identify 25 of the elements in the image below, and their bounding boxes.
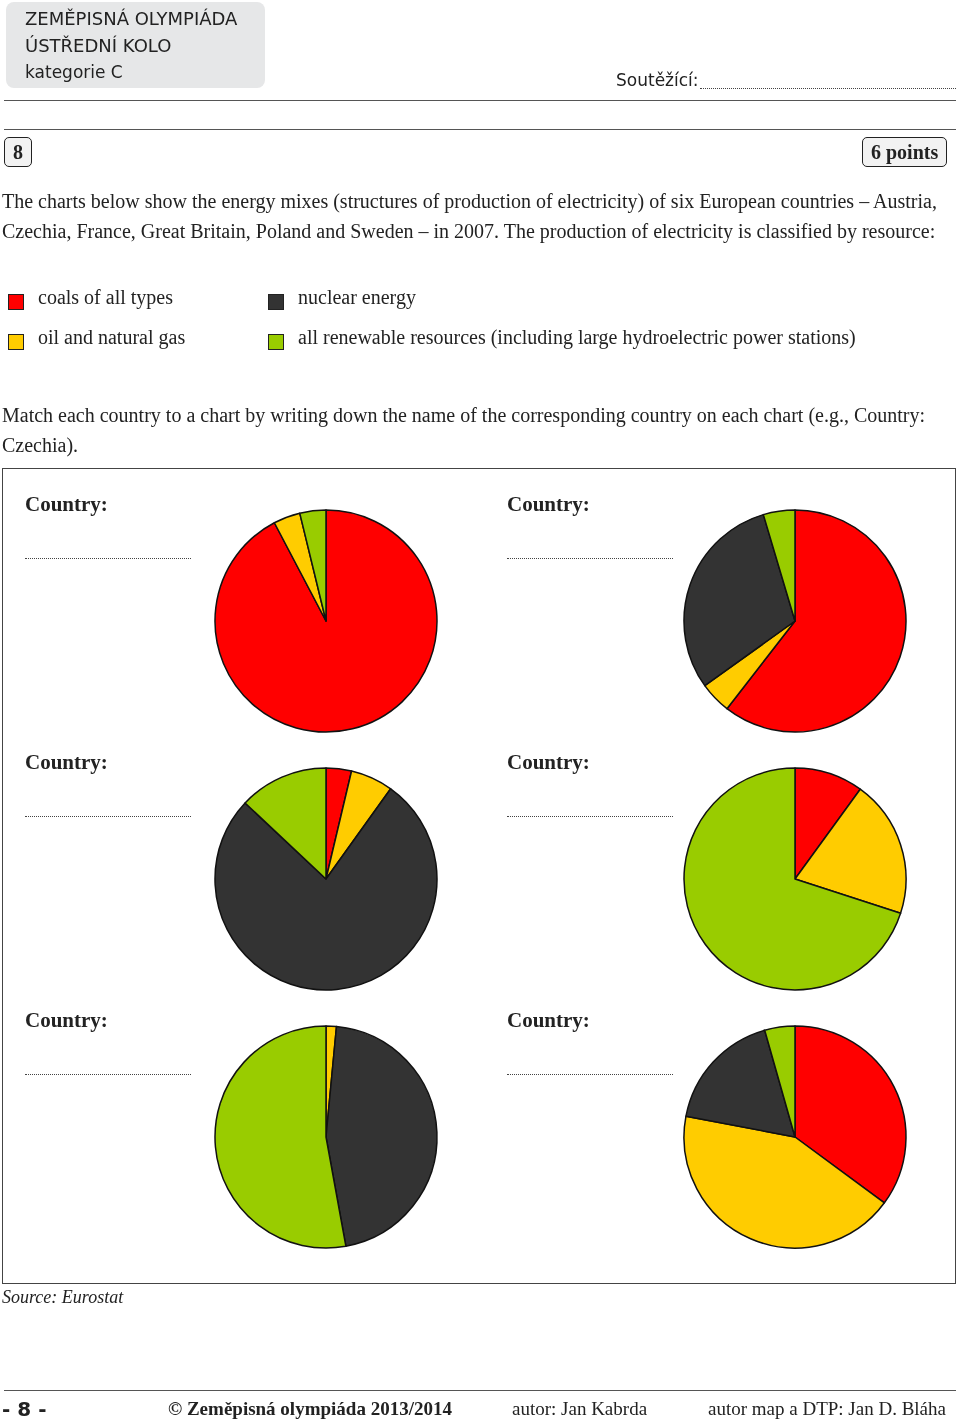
- chart-title: Country:: [25, 1008, 108, 1033]
- legend-label: coals of all types: [38, 286, 173, 309]
- pie-slice: [273, 512, 327, 622]
- text: 6 points: [862, 137, 948, 167]
- text: Soutěžící:: [616, 70, 699, 90]
- text: Country:: [25, 492, 108, 517]
- text: autor: Jan Kabrda: [512, 1398, 648, 1420]
- text: 8: [4, 137, 32, 167]
- text: © Zeměpisná olympiáda 2013/2014: [168, 1398, 452, 1420]
- text: ZEMĚPISNÁ OLYMPIÁDA: [25, 8, 238, 29]
- text: Match each country to a chart by writing down the name of the corresponding country on each chart (e.g., Country: Czechia).: [2, 403, 927, 459]
- legend-label: all renewable resources (including large hydroelectric power stations): [298, 326, 856, 349]
- text: autor map a DTP: Jan D. Bláha: [708, 1398, 946, 1420]
- text: - 8 -: [2, 1397, 47, 1421]
- chart-title: Country:: [507, 492, 590, 517]
- legend-label: oil and natural gas: [38, 326, 186, 349]
- text: The charts below show the energy mixes (structures of production of electricity) of six European countries – Austria, Czechia, France, Great Britain, Poland and Sweden – in 2007. The production of electricity is classified by resource:: [2, 189, 938, 245]
- chart-title: Country:: [25, 750, 108, 775]
- text: ÚSTŘEDNÍ KOLO: [25, 35, 172, 56]
- source-note: Source: Eurostat: [2, 1287, 124, 1308]
- text: kategorie C: [25, 62, 123, 82]
- chart-title: Country:: [507, 750, 590, 775]
- legend-label: nuclear energy: [298, 286, 416, 309]
- pie-slice: [214, 509, 438, 733]
- chart-title: Country:: [507, 1008, 590, 1033]
